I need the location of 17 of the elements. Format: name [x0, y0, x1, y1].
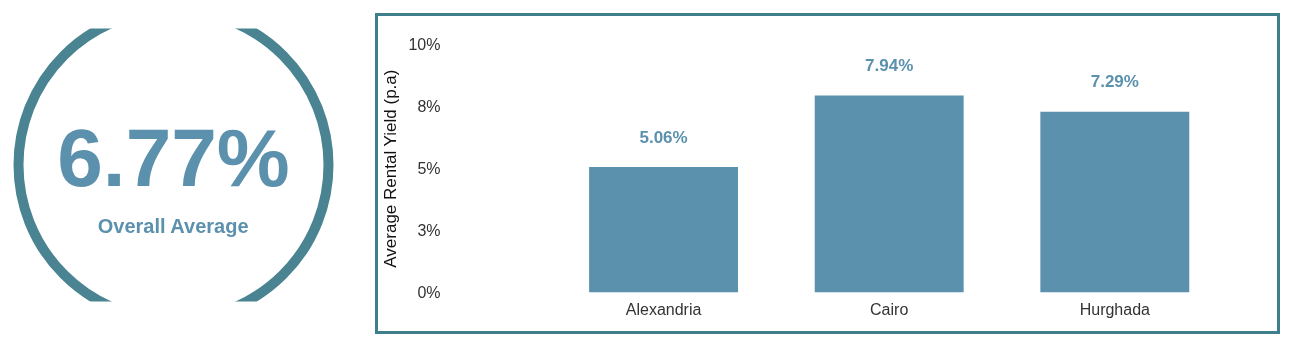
data-label: 7.94% — [865, 56, 914, 76]
x-tick-label: Cairo — [870, 300, 909, 318]
data-label: 7.29% — [1090, 72, 1139, 92]
y-axis-title: Average Rental Yield (p.a) — [381, 69, 401, 268]
y-tick-label: 10% — [408, 36, 441, 53]
x-tick-label: Hurghada — [1079, 300, 1151, 318]
data-label: 5.06% — [639, 127, 688, 147]
y-tick-label: 8% — [417, 98, 441, 115]
bar — [1040, 111, 1190, 293]
bar — [814, 95, 964, 293]
y-tick-label: 0% — [417, 284, 441, 301]
text: Overall Average — [97, 214, 249, 237]
x-tick-label: Alexandria — [625, 300, 702, 318]
y-tick-label: 5% — [417, 160, 441, 177]
y-tick-label: 3% — [417, 222, 441, 239]
bar — [589, 167, 739, 293]
text: 6.77% — [57, 111, 290, 203]
